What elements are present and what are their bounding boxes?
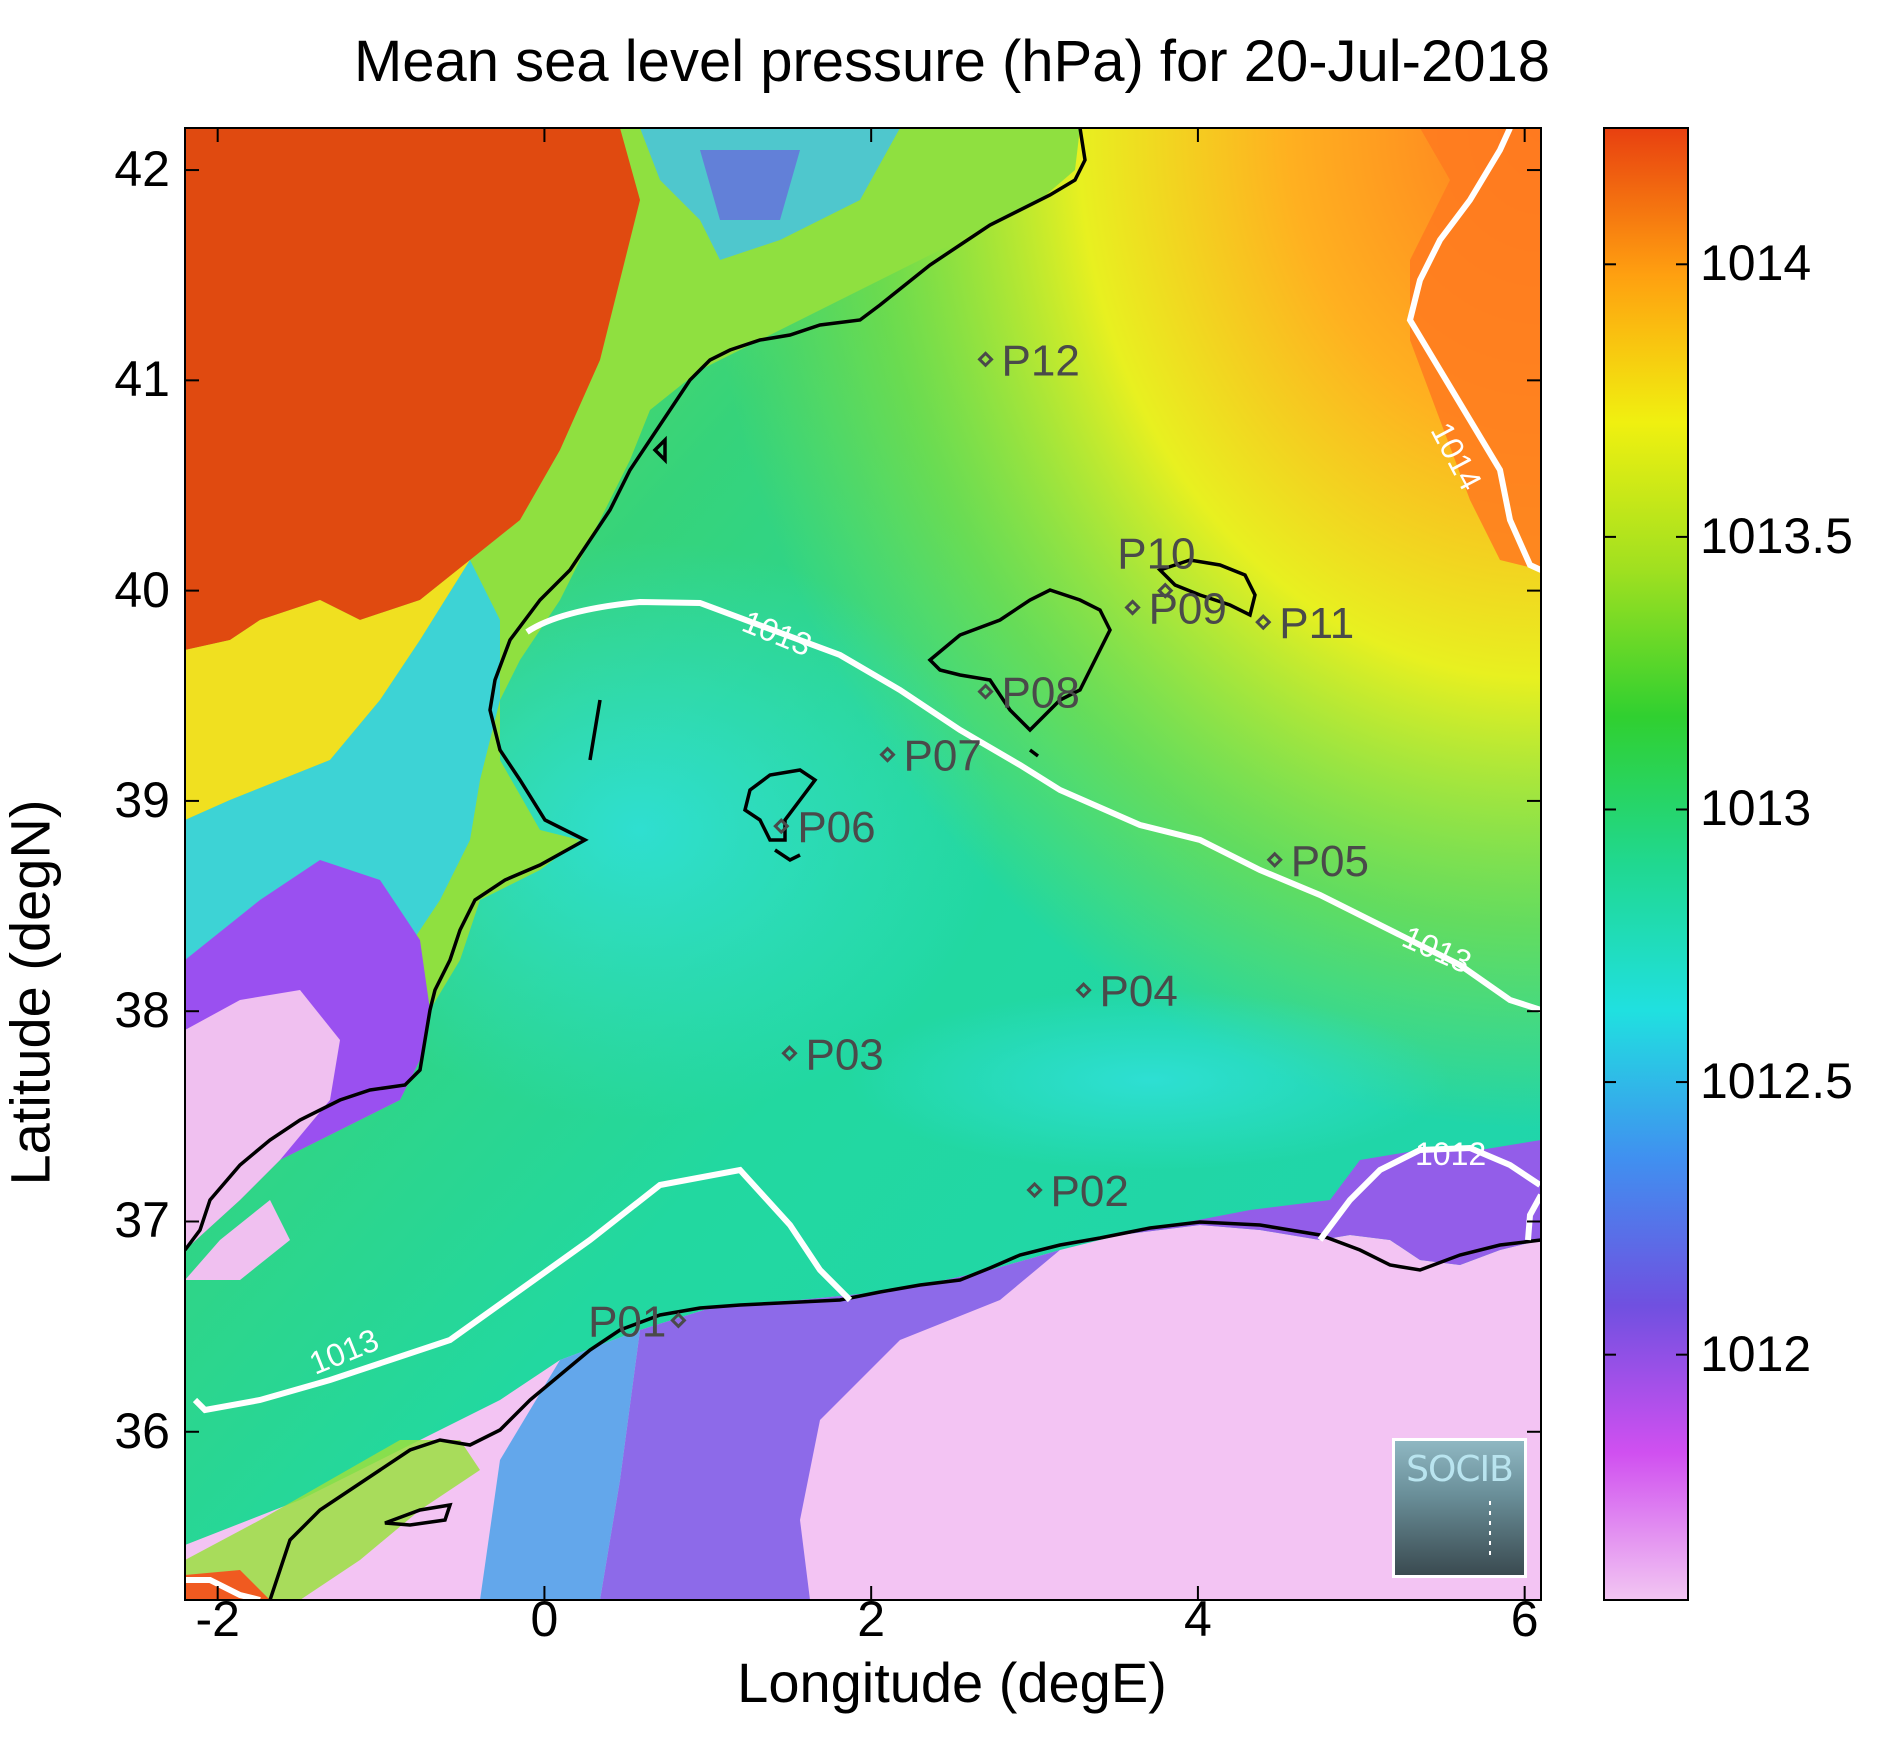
station-label: P06 [797,803,875,852]
colorbar-tick-marks [1604,263,1688,1356]
y-tick-label: 39 [114,771,170,828]
y-tick-label: 38 [114,982,170,1039]
station-marker [670,1312,687,1329]
station-label: P04 [1100,967,1178,1016]
x-tick-label: 6 [1510,1591,1539,1647]
station-marker [1266,851,1283,868]
map-title: Mean sea level pressure (hPa) for 20-Jul… [353,29,1551,94]
plot-frame [184,127,1542,1601]
station-marker [879,746,896,763]
station-marker [977,683,994,700]
station-label: P08 [1002,669,1080,718]
station-label: P05 [1291,837,1369,886]
station-marker [1026,1181,1043,1199]
station-marker [1255,614,1272,631]
y-tick-label: 37 [114,1192,170,1249]
x-tick-label: -2 [195,1591,240,1647]
y-tick-label: 41 [114,351,170,408]
colorbar-tick-label: 1013.5 [1700,507,1853,564]
station-marker [1157,582,1174,599]
logo-text: SOCIB [1406,1449,1514,1490]
station-label: P12 [1002,336,1080,385]
x-tick-label: 4 [1184,1591,1212,1647]
x-tick-label: 2 [857,1591,886,1647]
station-label: P10 [1117,530,1195,579]
socib-logo: SOCIB [1392,1438,1527,1578]
station-marker [773,818,790,835]
colorbar-tick-label: 1012 [1700,1325,1812,1382]
station-marker [1075,982,1092,999]
colorbar-tick-label: 1012.5 [1700,1053,1853,1110]
station-label: P03 [805,1030,883,1079]
station-label: P11 [1279,599,1354,648]
x-tick-label: 0 [530,1591,559,1647]
y-tick-label: 36 [114,1402,170,1459]
colorbar-tick-label: 1013 [1700,780,1812,837]
x-axis-title: Longitude (degE) [737,1651,1167,1714]
coastline [185,128,1541,1600]
y-tick-label: 42 [114,141,170,198]
contour-label: 1012 [1415,1136,1486,1172]
station-label: P01 [588,1297,666,1346]
y-tick-label: 40 [114,561,170,618]
colorbar [1603,127,1689,1601]
station-marker [977,351,994,368]
station-marker [781,1045,798,1062]
station-label: P07 [904,732,982,781]
colorbar-tick-label: 1014 [1700,235,1812,292]
isobars [185,128,1541,1600]
axis-tick-marks [185,128,1541,1600]
station-marker [1124,599,1141,616]
station-label: P02 [1051,1167,1129,1216]
